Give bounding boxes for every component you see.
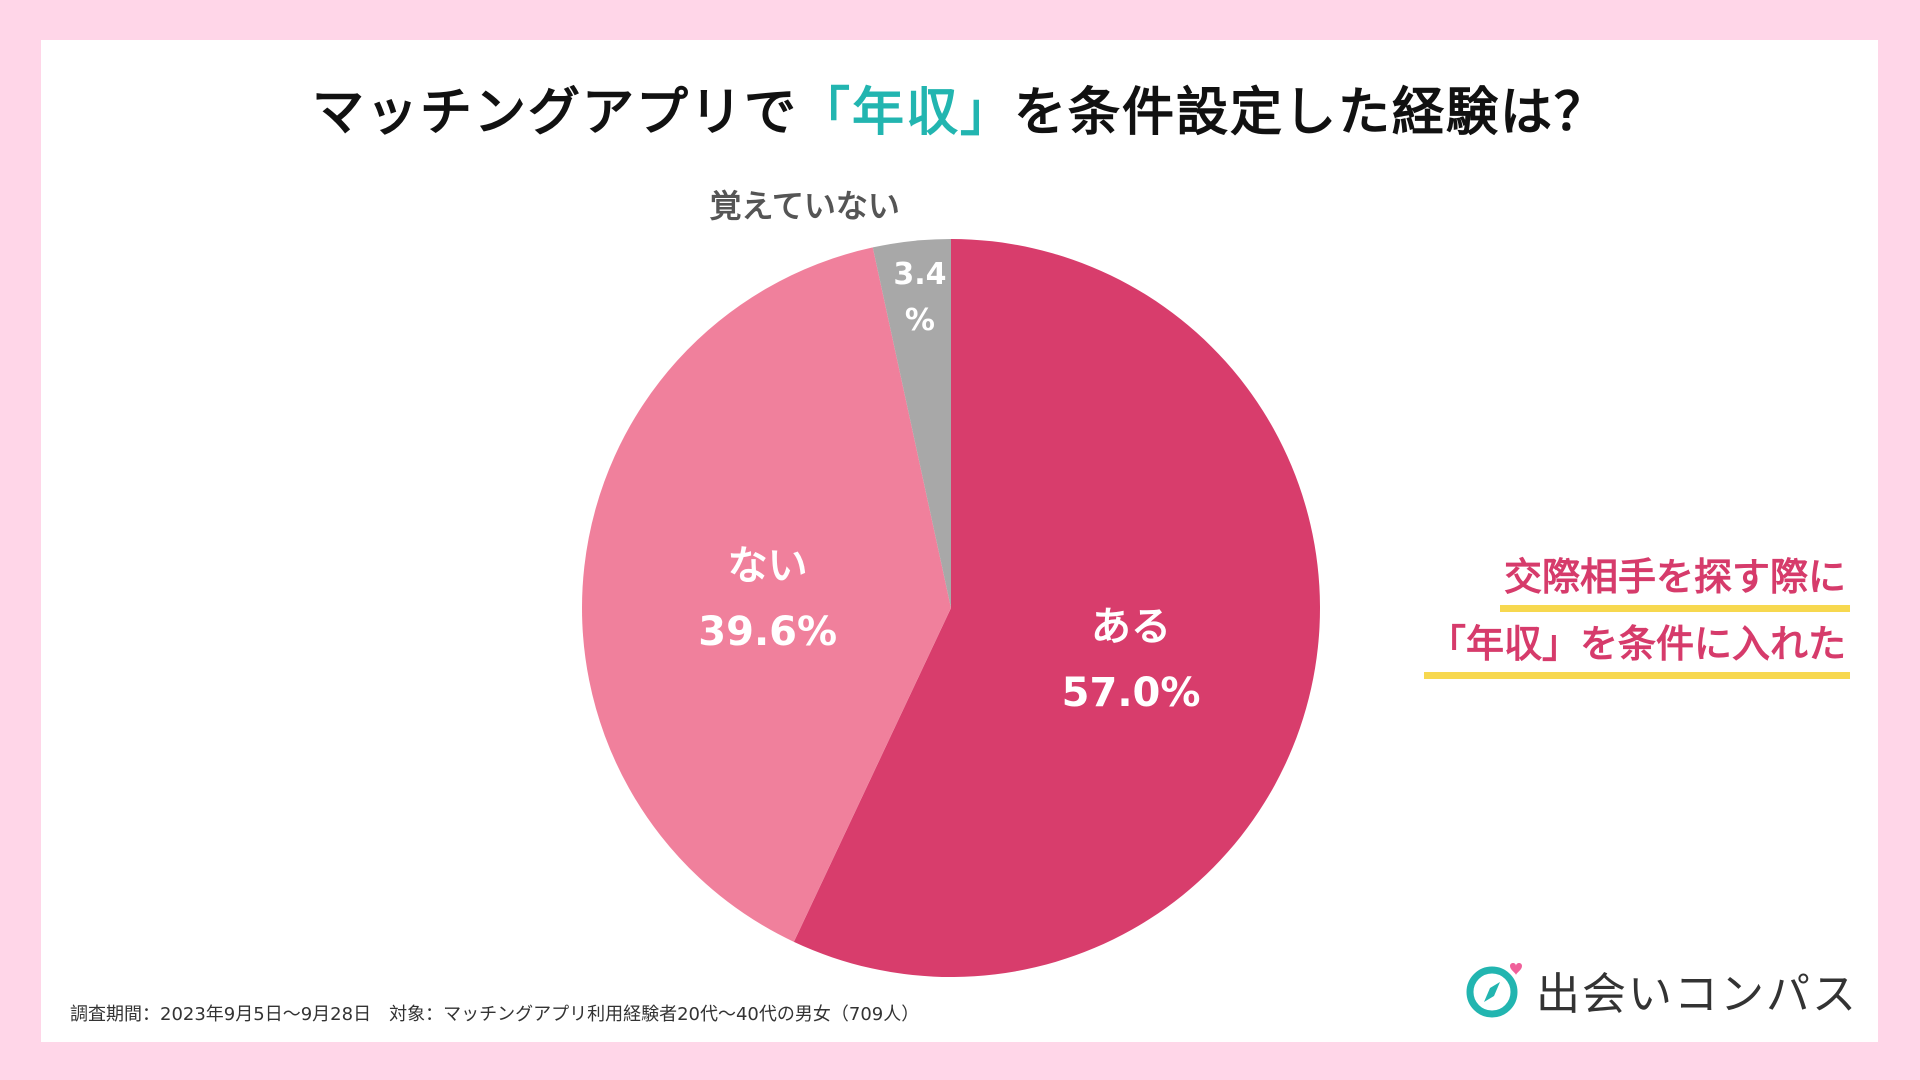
- slice-value-bottom-2: %: [905, 303, 935, 338]
- slice-value-top-2: 3.4: [893, 257, 946, 292]
- survey-footnote: 調査期間：2023年9月5日〜9月28日 対象：マッチングアプリ利用経験者20代…: [70, 1004, 920, 1025]
- title-prefix: マッチングアプリで: [311, 83, 798, 143]
- title-highlight: 「年収」: [797, 83, 1014, 143]
- annotation-text-2: 「年収」を条件に入れた: [1423, 616, 1850, 679]
- annotation-text-1: 交際相手を探す際に: [1499, 549, 1850, 612]
- brand-logo: 出会いコンパス: [1464, 960, 1858, 1020]
- pie-slice-1: [581, 247, 951, 942]
- pie-slice-0: [793, 239, 1321, 978]
- annotation-callout: 交際相手を探す際に 「年収」を条件に入れた: [1423, 545, 1850, 679]
- slice-value-0: 57.0%: [1062, 670, 1201, 716]
- slice-value-1: 39.6%: [698, 609, 837, 655]
- compass-heart-icon: [1466, 963, 1522, 1018]
- chart-title: マッチングアプリで「年収」を条件設定した経験は？: [0, 70, 1920, 145]
- slice-callout-2: 覚えていない: [710, 187, 900, 225]
- annotation-line-2: 「年収」を条件に入れた: [1423, 612, 1850, 679]
- slice-label-0: ある: [1091, 604, 1171, 650]
- pie-slice-2: [872, 239, 951, 608]
- slice-label-1: ない: [728, 543, 808, 589]
- title-suffix: を条件設定した経験は？: [1014, 83, 1609, 143]
- brand-name: 出会いコンパス: [1536, 969, 1858, 1020]
- annotation-line-1: 交際相手を探す際に: [1424, 545, 1850, 612]
